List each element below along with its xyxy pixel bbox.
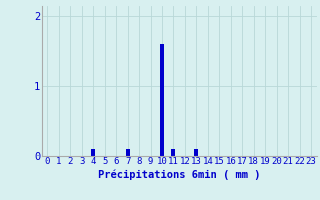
- Bar: [194, 149, 198, 156]
- Bar: [91, 149, 95, 156]
- Bar: [125, 149, 130, 156]
- Bar: [160, 44, 164, 156]
- Bar: [172, 149, 175, 156]
- X-axis label: Précipitations 6min ( mm ): Précipitations 6min ( mm ): [98, 169, 260, 180]
